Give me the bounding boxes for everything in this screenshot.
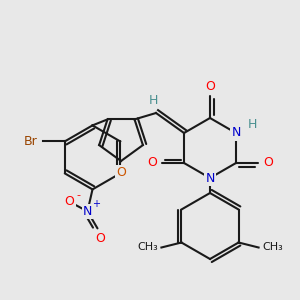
Text: CH₃: CH₃ bbox=[137, 242, 158, 253]
Text: N: N bbox=[83, 205, 92, 218]
Text: O: O bbox=[263, 157, 273, 169]
Text: N: N bbox=[205, 172, 215, 184]
Text: N: N bbox=[231, 127, 241, 140]
Text: O: O bbox=[116, 167, 126, 179]
Text: O: O bbox=[64, 195, 74, 208]
Text: Br: Br bbox=[24, 135, 38, 148]
Text: +: + bbox=[92, 200, 101, 209]
Text: O: O bbox=[96, 232, 105, 245]
Text: H: H bbox=[148, 94, 158, 106]
Text: O: O bbox=[147, 157, 157, 169]
Text: H: H bbox=[247, 118, 257, 131]
Text: -: - bbox=[76, 190, 80, 200]
Text: CH₃: CH₃ bbox=[262, 242, 283, 253]
Text: O: O bbox=[205, 80, 215, 92]
